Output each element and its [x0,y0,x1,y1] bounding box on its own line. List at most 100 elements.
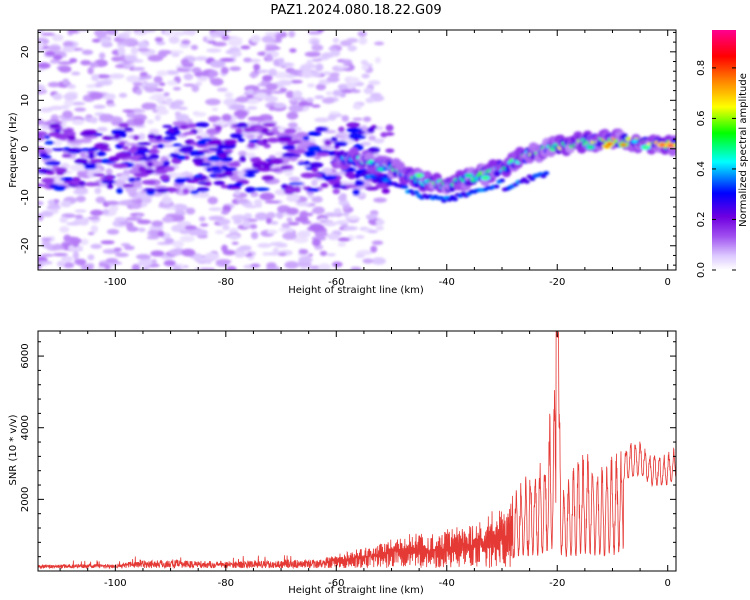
spectral-blob [72,118,85,126]
spectral-blob [493,184,500,189]
colorbar-label: Normalized spectral amplitude [738,73,749,227]
spectral-blob [321,167,333,174]
spectral-blob [122,183,135,188]
spectral-blob [259,192,275,201]
spectral-blob [385,148,395,153]
spectral-blob [67,135,76,141]
spectral-blob [125,142,140,146]
spectral-blob [256,204,263,208]
spectral-blob [231,160,240,168]
spectral-blob [337,237,351,242]
spectral-blob [120,243,131,247]
spectral-blob [370,92,382,97]
spectral-blob [279,62,295,67]
spectral-blob [184,225,197,230]
spectral-blob [163,165,175,172]
spectral-blob [329,49,341,57]
spectral-blob [311,58,323,62]
colorbar-tick-label: 0.0 [696,262,707,278]
spectral-blob [105,200,120,206]
spectral-blob [196,127,204,135]
spectral-blob [87,67,94,75]
spectral-blob [106,103,116,107]
spectral-blob [288,182,304,186]
spectral-blob [264,47,277,51]
spectral-blob [587,145,594,149]
spectral-blob [213,180,226,186]
spectral-blob [144,82,160,88]
spectral-blob [328,150,336,157]
spectral-blob [92,173,105,177]
spectral-blob [138,156,153,161]
spectral-blob [137,41,149,49]
spectral-blob [222,139,238,144]
spectral-blob [162,160,170,167]
spectral-blob [189,151,205,157]
spectral-blob [106,228,120,235]
spectral-blob [231,214,247,221]
spectral-blob [383,178,389,183]
colorbar-tick-label: 0.4 [696,161,707,177]
spectral-blob [105,30,118,36]
spectral-blob [361,73,370,79]
x-tick-label: -80 [218,277,234,288]
spectral-blob [267,137,280,143]
spectral-blob [126,226,139,232]
spectral-blob [43,237,52,241]
spectral-blob [132,118,145,126]
spectral-blob [38,84,46,91]
x-tick-label: 0 [665,277,671,288]
spectral-blob [66,222,82,226]
spectral-blob [244,169,260,174]
spectral-blob [79,138,92,144]
spectral-blob [143,188,158,192]
spectral-blob [146,161,154,168]
spectral-blob [38,146,46,153]
spectral-blob [264,95,279,103]
spectral-blob [242,219,251,228]
spectral-blob [322,97,335,104]
x-tick-label: 0 [665,578,671,589]
spectral-blob [128,177,136,183]
spectral-blob [57,61,73,65]
spectral-blob [40,253,55,257]
spectral-blob [348,76,360,84]
spectral-blob [61,153,72,158]
spectral-blob [191,193,202,198]
spectral-blob [64,98,74,107]
spectral-blob [117,47,126,56]
spectral-blob [137,259,153,267]
spectral-blob [275,34,282,43]
spectral-blob [358,37,368,45]
spectral-blob [306,187,320,192]
spectral-blob [211,107,219,111]
spectral-blob [171,214,185,222]
spectral-blob [163,136,177,141]
spectral-blob [165,97,173,106]
spectral-blob [257,243,272,248]
spectral-blob [540,174,547,179]
spectral-blob [206,48,222,53]
spectral-blob [333,145,340,149]
spectral-blob [278,252,287,257]
spectral-blob [63,262,75,269]
spectral-blob [329,171,342,176]
spectral-blob [235,96,249,103]
spectral-blob [192,229,208,236]
spectral-blob [91,73,100,82]
spectral-blob [130,145,138,152]
spectral-blob [234,182,244,187]
spectral-blob [667,144,674,147]
spectral-blob [162,216,174,223]
spectral-blob [215,259,232,265]
spectral-blob [164,237,175,245]
spectral-blob [363,116,372,122]
spectral-blob [68,244,84,252]
spectral-blob [265,53,273,62]
spectral-blob [49,105,64,111]
spectral-blob [134,31,147,36]
spectral-blob [441,198,447,203]
spectral-blob [370,245,378,253]
spectral-blob [311,238,321,247]
x-tick-label: -60 [328,277,344,288]
